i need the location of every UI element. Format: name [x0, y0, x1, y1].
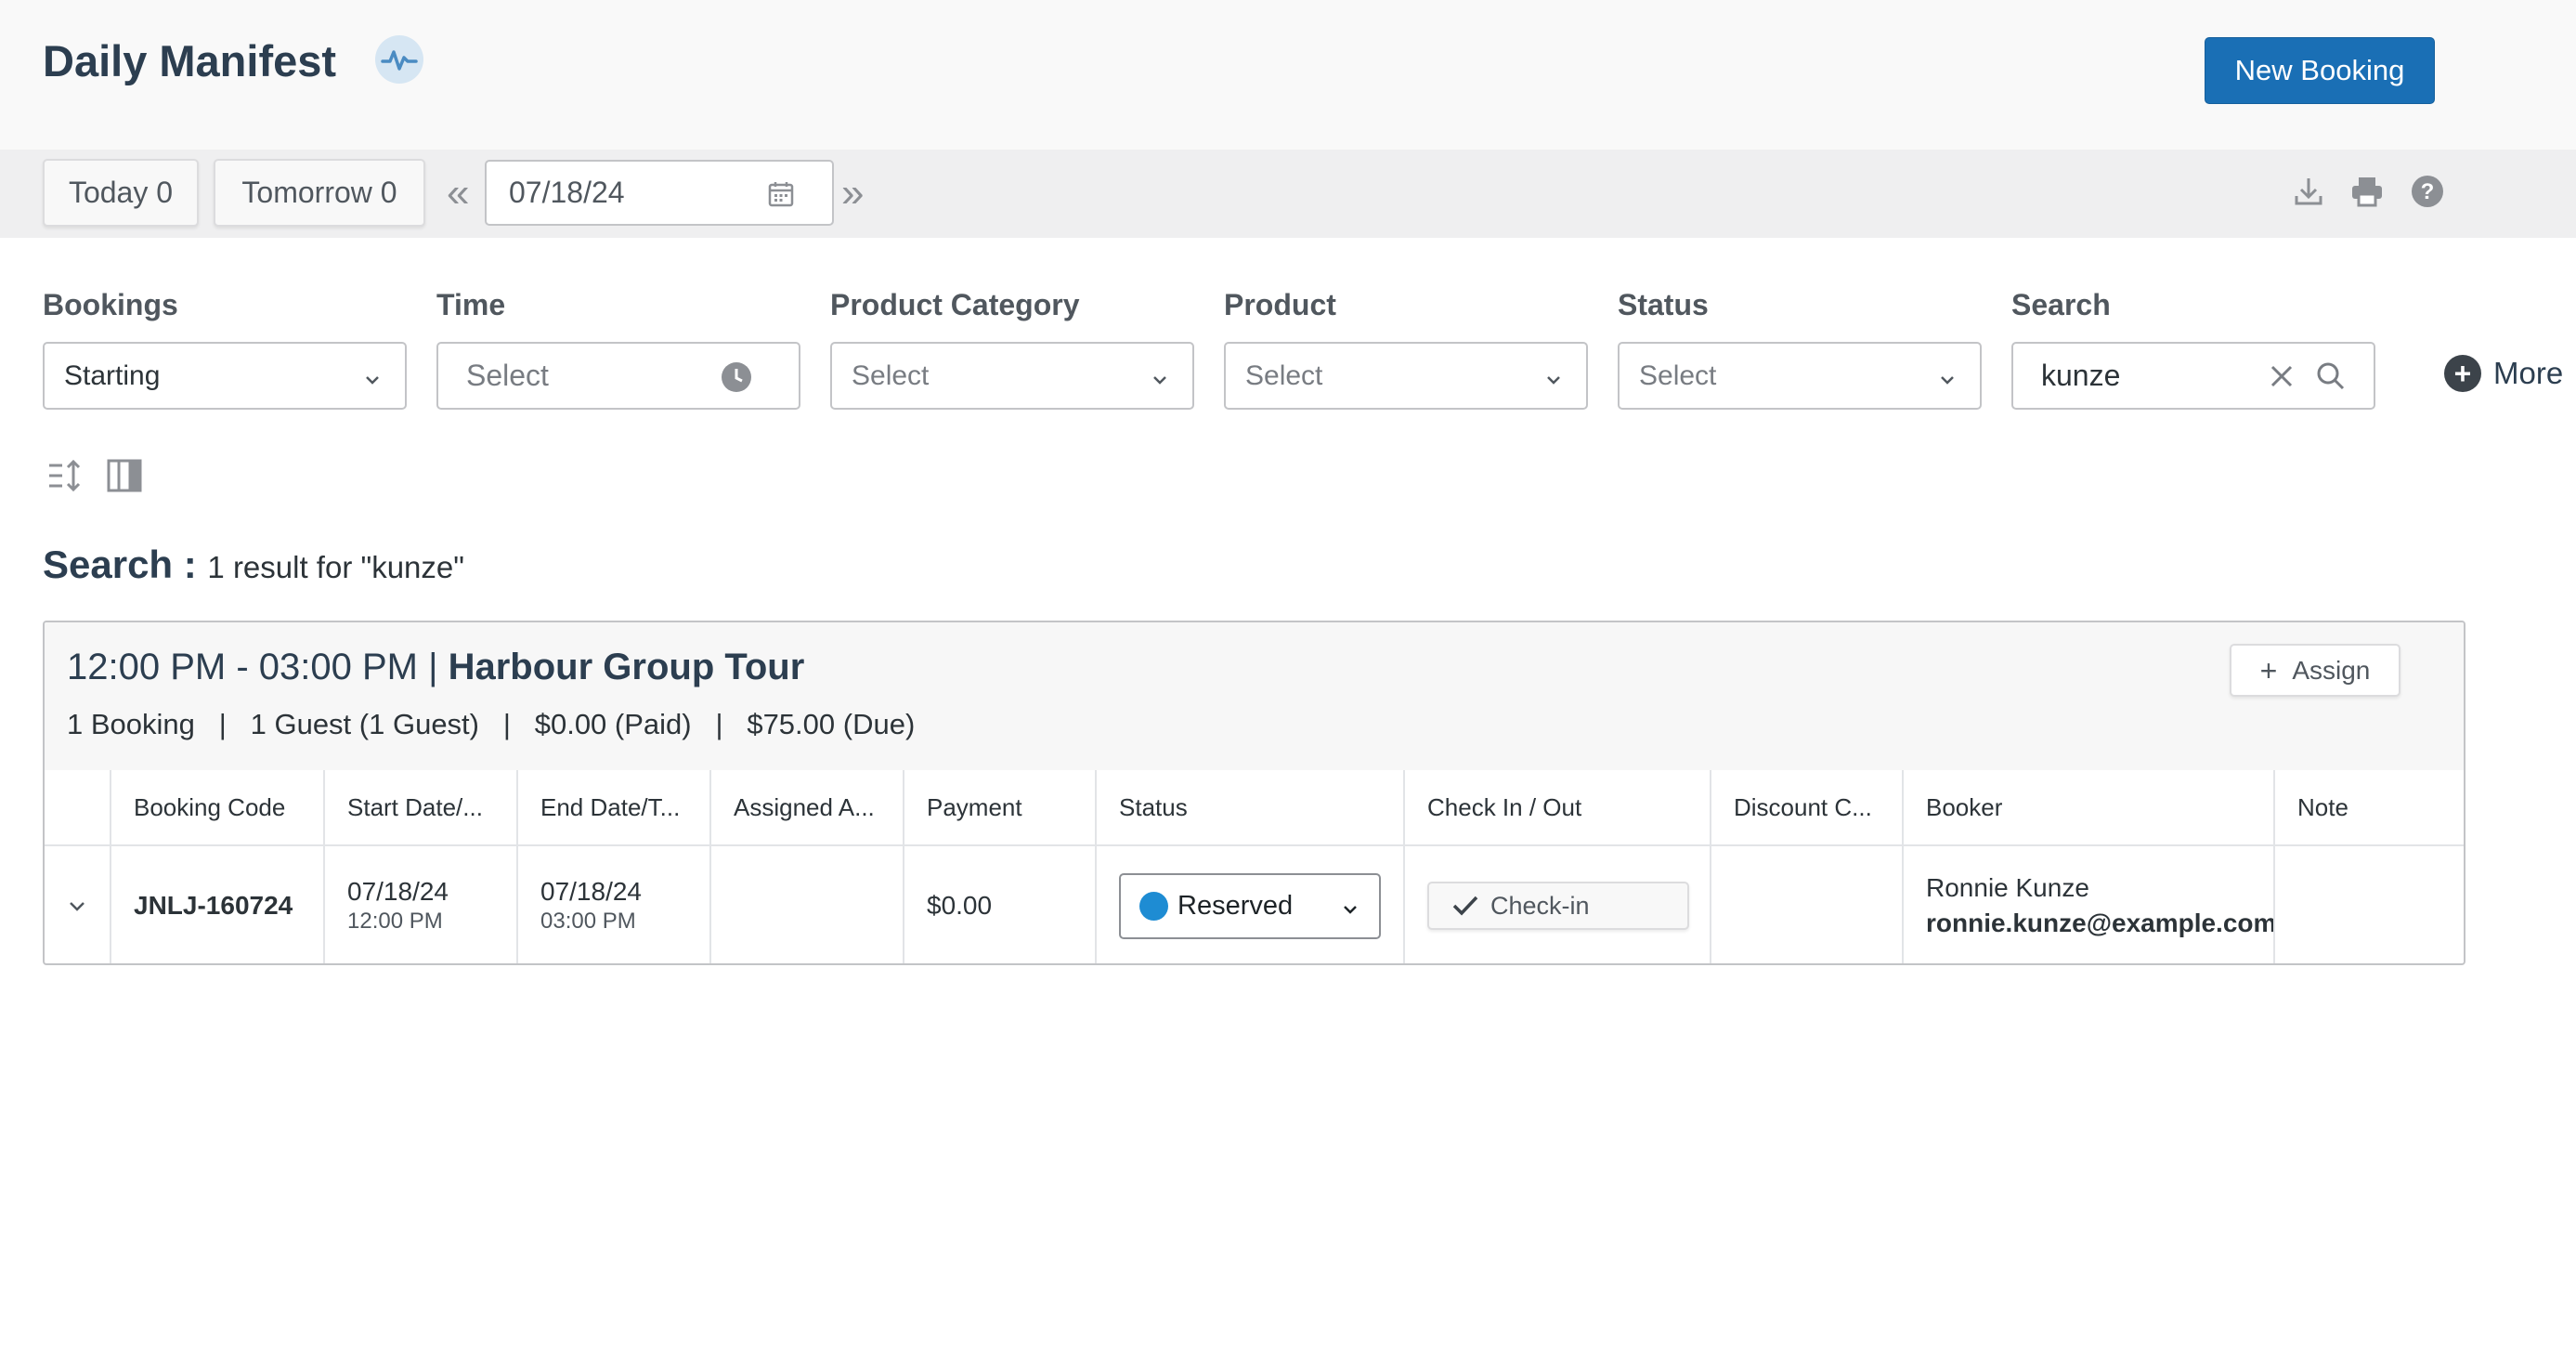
start-date-cell: 07/18/24 12:00 PM — [323, 846, 516, 963]
search-heading-label: Search : — [43, 543, 197, 586]
start-date: 07/18/24 — [347, 877, 449, 906]
booking-code-cell[interactable]: JNLJ-160724 — [110, 846, 323, 963]
bookings-filter-label: Bookings — [43, 288, 178, 321]
tour-time-range: 12:00 PM - 03:00 PM | — [67, 647, 449, 687]
chevron-down-icon — [1937, 366, 1958, 398]
more-filters-label: More — [2493, 356, 2564, 390]
svg-text:?: ? — [2421, 179, 2435, 204]
tour-group-header: 12:00 PM - 03:00 PM | Harbour Group Tour… — [45, 622, 2464, 772]
download-icon[interactable] — [2290, 173, 2327, 210]
product-category-filter-select[interactable]: Select — [830, 342, 1194, 410]
status-placeholder: Select — [1639, 360, 1717, 391]
status-filter-select[interactable]: Select — [1618, 342, 1982, 410]
new-booking-button[interactable]: New Booking — [2205, 37, 2435, 104]
status-value: Reserved — [1177, 890, 1294, 921]
column-header-end-date[interactable]: End Date/T... — [516, 770, 709, 844]
column-header-start-date[interactable]: Start Date/... — [323, 770, 516, 844]
tomorrow-button[interactable]: Tomorrow 0 — [214, 159, 425, 227]
assigned-cell — [709, 846, 903, 963]
chevron-down-icon — [70, 902, 85, 911]
search-filter-label: Search — [2011, 288, 2111, 321]
page-header — [0, 0, 2576, 150]
date-input[interactable]: 07/18/24 — [485, 160, 834, 226]
column-header-check-in-out[interactable]: Check In / Out — [1403, 770, 1710, 844]
table-row[interactable]: JNLJ-160724 07/18/24 12:00 PM 07/18/24 0… — [45, 846, 2464, 963]
next-day-button[interactable]: » — [841, 170, 865, 216]
calendar-icon[interactable] — [767, 180, 795, 216]
product-category-placeholder: Select — [852, 360, 930, 391]
bookings-filter-value: Starting — [64, 360, 161, 391]
time-filter-placeholder: Select — [466, 359, 549, 392]
date-toolbar — [0, 150, 2576, 238]
search-results-summary: 1 result for "kunze" — [207, 550, 464, 584]
booker-cell: Ronnie Kunze ronnie.kunze@example.com — [1902, 846, 2273, 963]
search-input-value: kunze — [2041, 359, 2121, 392]
product-filter-select[interactable]: Select — [1224, 342, 1588, 410]
activity-icon[interactable] — [375, 35, 423, 84]
clear-icon[interactable] — [2268, 362, 2296, 398]
expand-column-header — [45, 770, 110, 844]
help-icon[interactable]: ? — [2409, 173, 2446, 210]
bookings-filter-select[interactable]: Starting — [43, 342, 407, 410]
search-icon[interactable] — [2316, 361, 2346, 399]
today-button[interactable]: Today 0 — [43, 159, 199, 227]
columns-icon[interactable] — [106, 457, 143, 499]
end-date-cell: 07/18/24 03:00 PM — [516, 846, 709, 963]
booker-email[interactable]: ronnie.kunze@example.com — [1926, 909, 2273, 937]
product-filter-label: Product — [1224, 288, 1336, 321]
status-dropdown[interactable]: Reserved — [1119, 872, 1381, 939]
check-in-button[interactable]: Check-in — [1427, 882, 1689, 930]
assign-button[interactable]: + Assign — [2230, 644, 2400, 697]
tour-group-summary: 1 Booking | 1 Guest (1 Guest) | $0.00 (P… — [67, 708, 916, 740]
check-in-label: Check-in — [1490, 891, 1590, 920]
tour-group-title: 12:00 PM - 03:00 PM | Harbour Group Tour — [67, 647, 804, 688]
chevron-down-icon — [362, 366, 383, 398]
table-header-row: Booking Code Start Date/... End Date/T..… — [45, 770, 2464, 846]
tour-group-card: 12:00 PM - 03:00 PM | Harbour Group Tour… — [43, 621, 2465, 965]
time-filter-select[interactable]: Select — [436, 342, 800, 410]
end-date: 07/18/24 — [540, 877, 642, 906]
booker-name: Ronnie Kunze — [1926, 873, 2089, 902]
previous-day-button[interactable]: « — [447, 170, 470, 216]
start-time: 12:00 PM — [347, 909, 443, 934]
status-filter-label: Status — [1618, 288, 1709, 321]
sort-icon[interactable] — [46, 457, 84, 499]
column-header-assigned[interactable]: Assigned A... — [709, 770, 903, 844]
plus-icon: + — [2444, 355, 2481, 392]
chevron-down-icon — [1150, 366, 1170, 398]
chevron-down-icon — [1340, 896, 1360, 927]
status-indicator-dot — [1139, 891, 1168, 921]
time-filter-label: Time — [436, 288, 506, 321]
note-cell — [2273, 846, 2464, 963]
date-value: 07/18/24 — [509, 176, 625, 209]
column-header-booker[interactable]: Booker — [1902, 770, 2273, 844]
payment-cell: $0.00 — [903, 846, 1095, 963]
column-header-discount[interactable]: Discount C... — [1710, 770, 1902, 844]
more-filters-button[interactable]: + More — [2444, 355, 2563, 392]
assign-label: Assign — [2292, 655, 2371, 685]
search-input[interactable]: kunze — [2011, 342, 2375, 410]
column-header-status[interactable]: Status — [1095, 770, 1403, 844]
booking-code[interactable]: JNLJ-160724 — [134, 891, 293, 920]
expand-row-button[interactable] — [45, 846, 110, 963]
column-header-booking-code[interactable]: Booking Code — [110, 770, 323, 844]
check-in-cell: Check-in — [1403, 846, 1710, 963]
product-placeholder: Select — [1245, 360, 1323, 391]
page-title: Daily Manifest — [43, 36, 337, 85]
plus-icon: + — [2259, 653, 2278, 687]
clock-icon — [721, 361, 752, 400]
search-results-heading: Search : 1 result for "kunze" — [43, 543, 464, 587]
column-header-note[interactable]: Note — [2273, 770, 2464, 844]
product-category-filter-label: Product Category — [830, 288, 1080, 321]
status-cell: Reserved — [1095, 846, 1403, 963]
column-header-payment[interactable]: Payment — [903, 770, 1095, 844]
print-icon[interactable] — [2348, 173, 2386, 210]
check-icon — [1452, 896, 1478, 916]
tour-name: Harbour Group Tour — [448, 647, 805, 687]
chevron-down-icon — [1543, 366, 1564, 398]
discount-cell — [1710, 846, 1902, 963]
end-time: 03:00 PM — [540, 909, 636, 934]
